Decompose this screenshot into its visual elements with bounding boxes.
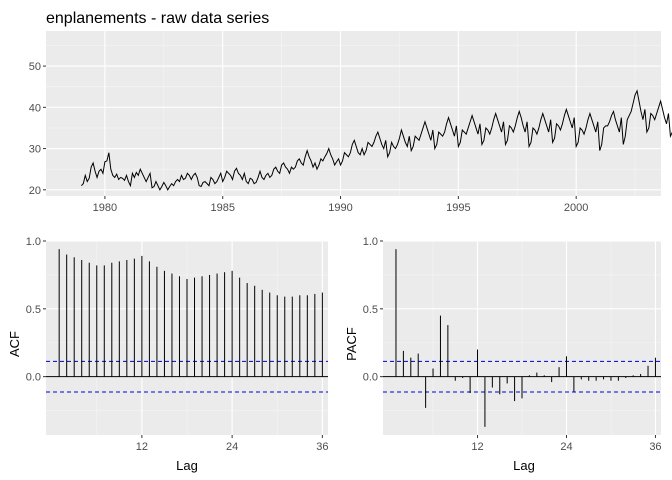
pacf-x-tick-label: 12 <box>471 441 483 453</box>
ts-y-tick-label: 20 <box>29 185 41 197</box>
chart-title: enplanements - raw data series <box>46 10 269 27</box>
pacf-x-axis-label: Lag <box>513 458 535 473</box>
ts-y-tick-label: 30 <box>29 144 41 156</box>
acf-panel: 0.0 0.5 1.0 12 24 36 <box>26 236 329 453</box>
pacf-x-tick-label: 36 <box>649 441 661 453</box>
ts-y-tick-label: 40 <box>29 102 41 114</box>
acf-y-tick-label: 1.0 <box>26 236 41 248</box>
ts-y-tick-label: 50 <box>29 61 41 73</box>
ts-x-tick-label: 1985 <box>210 202 234 214</box>
acf-x-tick-label: 12 <box>136 441 148 453</box>
acf-x-tick-label: 36 <box>316 441 328 453</box>
pacf-y-tick-label: 1.0 <box>363 236 378 248</box>
pacf-x-tick-label: 24 <box>560 441 572 453</box>
ts-x-tick-label: 1995 <box>446 202 470 214</box>
pacf-y-tick-label: 0.5 <box>363 304 378 316</box>
time-series-panel: 20 30 40 50 1980 1985 1990 1995 2000 <box>29 31 672 214</box>
pacf-panel: 0.0 0.5 1.0 12 24 36 <box>363 236 662 453</box>
ts-x-tick-label: 2000 <box>564 202 588 214</box>
series-line-enplanements <box>80 89 672 191</box>
acf-x-axis-label: Lag <box>176 458 198 473</box>
ts-x-tick-label: 1990 <box>328 202 352 214</box>
pacf-y-tick-label: 0.0 <box>363 372 378 384</box>
acf-y-axis-label: ACF <box>7 331 22 357</box>
ts-x-tick-label: 1980 <box>93 202 117 214</box>
acf-y-tick-label: 0.5 <box>26 304 41 316</box>
ts-plot-background <box>46 31 661 196</box>
acf-x-tick-label: 24 <box>226 441 238 453</box>
acf-y-tick-label: 0.0 <box>26 372 41 384</box>
pacf-y-axis-label: PACF <box>344 327 359 361</box>
